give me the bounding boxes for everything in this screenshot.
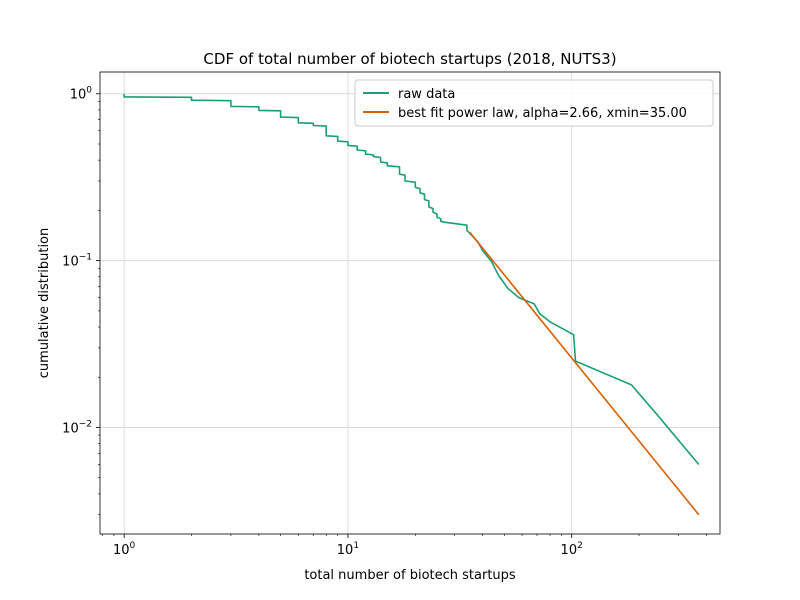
- legend-label: best fit power law, alpha=2.66, xmin=35.…: [398, 106, 687, 121]
- legend: raw data best fit power law, alpha=2.66, …: [355, 80, 713, 126]
- legend-label: raw data: [398, 87, 455, 102]
- x-axis-label: total number of biotech startups: [304, 568, 516, 583]
- y-axis-label: cumulative distribution: [37, 228, 52, 378]
- chart-title: CDF of total number of biotech startups …: [203, 50, 616, 68]
